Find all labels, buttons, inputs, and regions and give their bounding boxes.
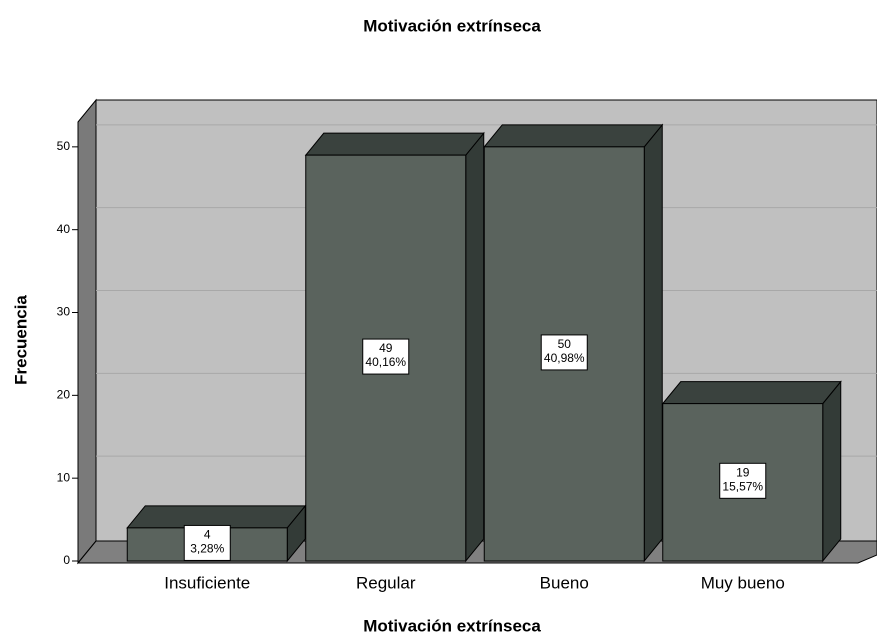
y-axis-label: Frecuencia xyxy=(11,295,30,385)
bar-top xyxy=(126,505,307,529)
label-box xyxy=(362,338,410,375)
y-tick-label: 20 xyxy=(57,388,71,402)
bar-top xyxy=(661,381,842,405)
value-label: 4 xyxy=(204,528,211,542)
bar-side xyxy=(643,123,663,563)
percent-label: 40,16% xyxy=(365,355,406,369)
chart-title: Motivación extrínseca xyxy=(363,16,541,35)
y-tick-label: 50 xyxy=(57,139,71,153)
percent-label: 40,98% xyxy=(544,351,585,365)
value-label: 50 xyxy=(558,337,572,351)
y-tick-label: 40 xyxy=(57,222,71,236)
percent-label: 3,28% xyxy=(190,542,224,556)
label-box xyxy=(183,524,231,561)
value-label: 49 xyxy=(379,341,393,355)
label-box xyxy=(540,334,588,371)
bar-top xyxy=(304,132,485,156)
y-tick-label: 30 xyxy=(57,305,71,319)
bar-side xyxy=(822,380,842,563)
label-box xyxy=(719,462,767,499)
value-label: 19 xyxy=(736,465,750,479)
percent-label: 15,57% xyxy=(722,479,763,493)
x-tick-label: Muy bueno xyxy=(701,573,785,592)
bar-side xyxy=(465,131,485,563)
y-tick-label: 10 xyxy=(57,470,71,484)
x-tick-label: Insuficiente xyxy=(164,573,250,592)
left-wall xyxy=(77,98,97,565)
x-tick-label: Bueno xyxy=(540,573,589,592)
bar-top xyxy=(483,124,664,148)
x-tick-label: Regular xyxy=(356,573,416,592)
x-axis-label: Motivación extrínseca xyxy=(363,616,541,635)
y-tick-label: 0 xyxy=(63,553,70,567)
